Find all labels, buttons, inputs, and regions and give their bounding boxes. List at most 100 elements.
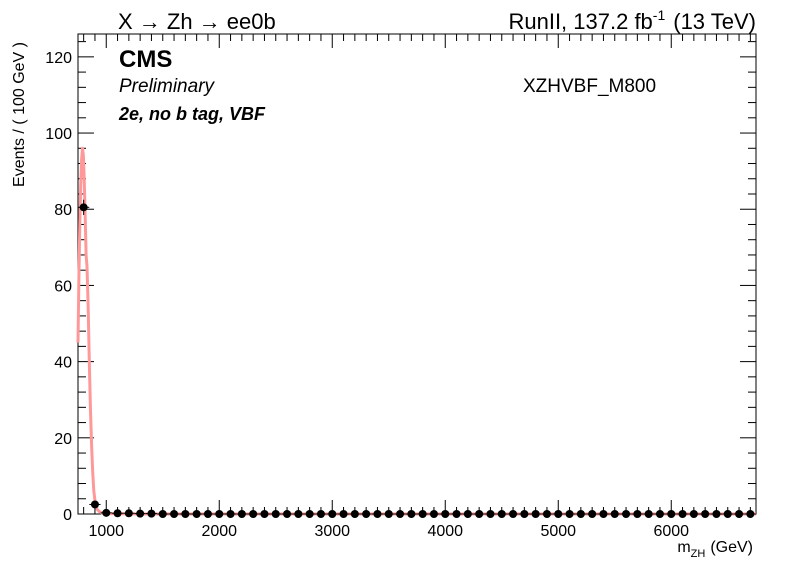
- point-marker: [622, 510, 631, 518]
- point-marker: [136, 509, 145, 518]
- data-point: [507, 510, 519, 518]
- data-point: [450, 510, 463, 518]
- data-point: [575, 510, 587, 518]
- data-point: [213, 510, 225, 518]
- data-point: [722, 510, 734, 518]
- data-point: [473, 510, 485, 518]
- x-tick-label: 2000: [201, 523, 237, 540]
- data-point: [484, 510, 497, 518]
- data-point: [394, 510, 406, 518]
- point-marker: [735, 510, 744, 518]
- data-point: [191, 510, 203, 518]
- points-layer: [78, 199, 756, 518]
- data-point: [439, 510, 451, 518]
- y-tick-label: 60: [54, 278, 72, 295]
- point-marker: [429, 510, 438, 518]
- point-marker: [271, 510, 280, 518]
- sample-label: XZHVBF_M800: [523, 76, 656, 97]
- data-point: [417, 510, 429, 518]
- point-marker: [339, 510, 348, 518]
- data-point: [665, 510, 677, 518]
- point-marker: [667, 510, 676, 518]
- data-point: [496, 510, 508, 518]
- fit-curve: [76, 146, 756, 516]
- data-point: [688, 510, 700, 518]
- point-marker: [576, 510, 585, 518]
- data-point: [530, 510, 542, 518]
- point-marker: [305, 510, 314, 518]
- point-marker: [215, 510, 224, 518]
- point-marker: [181, 510, 190, 518]
- point-marker: [531, 510, 540, 518]
- data-point: [123, 509, 135, 518]
- curve-layer: [76, 146, 756, 516]
- point-marker: [362, 510, 371, 518]
- data-point: [326, 510, 338, 518]
- point-marker: [147, 509, 156, 518]
- x-tick-label: 5000: [540, 523, 576, 540]
- point-marker: [723, 510, 732, 518]
- point-marker: [486, 510, 495, 518]
- point-marker: [520, 510, 529, 518]
- data-point: [541, 510, 553, 518]
- point-marker: [565, 510, 574, 518]
- data-point: [654, 510, 666, 518]
- data-point: [134, 509, 146, 518]
- data-point: [258, 510, 271, 518]
- point-marker: [294, 510, 303, 518]
- point-marker: [249, 510, 258, 518]
- y-tick-label: 40: [54, 355, 72, 372]
- data-point: [111, 509, 124, 518]
- point-marker: [746, 510, 755, 518]
- data-point: [710, 510, 723, 518]
- point-marker: [554, 510, 563, 518]
- data-point: [360, 510, 372, 518]
- point-marker: [237, 510, 246, 518]
- data-point: [89, 500, 101, 509]
- point-marker: [689, 510, 698, 518]
- data-point: [428, 510, 440, 518]
- data-point: [643, 510, 655, 518]
- data-point: [145, 509, 158, 518]
- point-marker: [226, 510, 235, 518]
- point-marker: [260, 510, 269, 518]
- y-axis-label: Events / ( 100 GeV ): [11, 42, 28, 187]
- point-marker: [599, 510, 608, 518]
- point-marker: [463, 510, 472, 518]
- x-axis-label: mZH (GeV): [677, 539, 753, 560]
- data-point: [405, 510, 417, 518]
- x-axis-label-main: m: [677, 539, 690, 556]
- point-marker: [192, 510, 201, 518]
- point-marker: [203, 510, 212, 518]
- data-point: [270, 510, 282, 518]
- point-marker: [701, 510, 710, 518]
- point-marker: [350, 510, 359, 518]
- point-marker: [170, 510, 179, 518]
- data-point: [202, 510, 214, 518]
- header-energy: (13 TeV): [673, 9, 756, 34]
- point-marker: [588, 510, 597, 518]
- point-marker: [452, 510, 461, 518]
- category-label: 2e, no b tag, VBF: [118, 104, 266, 124]
- point-marker: [509, 510, 518, 518]
- preliminary-label: Preliminary: [119, 76, 216, 97]
- data-point: [609, 510, 621, 518]
- data-point: [100, 508, 112, 517]
- point-marker: [475, 510, 484, 518]
- point-marker: [441, 510, 450, 518]
- point-marker: [79, 203, 88, 212]
- data-point: [631, 510, 643, 518]
- x-tick-label: 1000: [88, 523, 124, 540]
- point-marker: [418, 510, 427, 518]
- point-marker: [712, 510, 721, 518]
- data-point: [383, 510, 395, 518]
- data-point: [304, 510, 316, 518]
- data-point: [281, 510, 293, 518]
- data-point: [168, 510, 180, 518]
- data-point: [733, 510, 745, 518]
- data-point: [224, 510, 237, 518]
- data-point: [597, 510, 610, 518]
- x-tick-label: 6000: [653, 523, 689, 540]
- point-marker: [373, 510, 382, 518]
